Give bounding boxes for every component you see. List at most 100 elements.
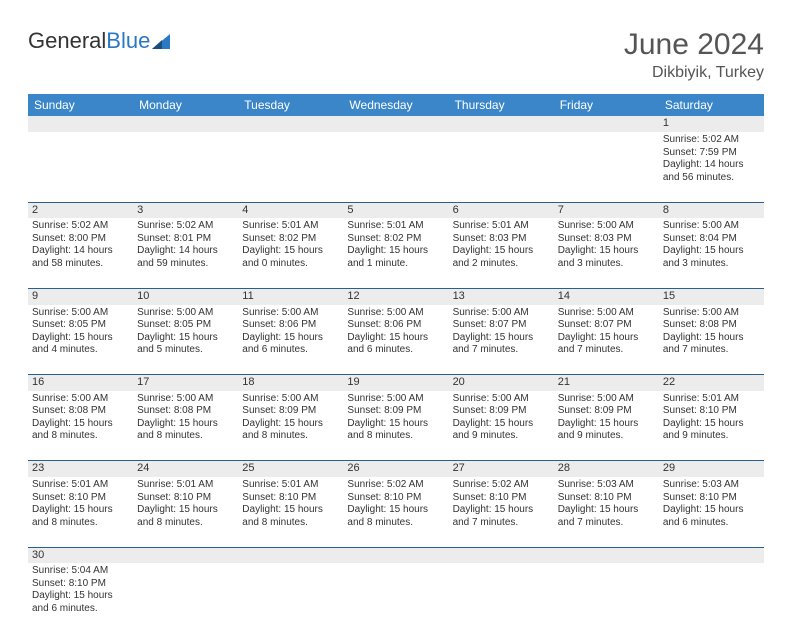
day-number-cell: 9: [28, 288, 133, 304]
sunset-text: Sunset: 8:03 PM: [453, 233, 550, 246]
sunset-text: Sunset: 8:08 PM: [32, 405, 129, 418]
daylight-text: Daylight: 15 hours and 8 minutes.: [242, 504, 339, 529]
day-detail-cell: Sunrise: 5:00 AMSunset: 8:03 PMDaylight:…: [554, 218, 659, 288]
sunrise-text: Sunrise: 5:04 AM: [32, 565, 129, 578]
weekday-header: Wednesday: [343, 94, 448, 116]
sunset-text: Sunset: 8:10 PM: [663, 405, 760, 418]
day-detail-cell: [449, 563, 554, 633]
daylight-text: Daylight: 15 hours and 2 minutes.: [453, 245, 550, 270]
daylight-text: Daylight: 15 hours and 7 minutes.: [453, 332, 550, 357]
sunrise-text: Sunrise: 5:01 AM: [242, 220, 339, 233]
day-detail-cell: Sunrise: 5:02 AMSunset: 7:59 PMDaylight:…: [659, 132, 764, 202]
day-detail-cell: Sunrise: 5:01 AMSunset: 8:10 PMDaylight:…: [659, 391, 764, 461]
sunrise-text: Sunrise: 5:00 AM: [347, 307, 444, 320]
day-detail-cell: [554, 132, 659, 202]
sunrise-text: Sunrise: 5:02 AM: [32, 220, 129, 233]
weekday-header: Friday: [554, 94, 659, 116]
day-number-cell: [343, 116, 448, 132]
day-number-cell: [554, 116, 659, 132]
sunrise-text: Sunrise: 5:00 AM: [32, 393, 129, 406]
day-number-cell: [238, 116, 343, 132]
daylight-text: Daylight: 15 hours and 6 minutes.: [663, 504, 760, 529]
daylight-text: Daylight: 15 hours and 1 minute.: [347, 245, 444, 270]
weekday-header: Tuesday: [238, 94, 343, 116]
day-detail-cell: Sunrise: 5:02 AMSunset: 8:10 PMDaylight:…: [449, 477, 554, 547]
day-number-cell: [238, 547, 343, 563]
day-number-cell: 11: [238, 288, 343, 304]
day-number-cell: 10: [133, 288, 238, 304]
day-number-cell: 4: [238, 202, 343, 218]
sunset-text: Sunset: 8:09 PM: [558, 405, 655, 418]
day-number-cell: 21: [554, 375, 659, 391]
sunrise-text: Sunrise: 5:00 AM: [558, 220, 655, 233]
day-detail-cell: [133, 563, 238, 633]
day-detail-cell: Sunrise: 5:00 AMSunset: 8:08 PMDaylight:…: [659, 305, 764, 375]
sunrise-text: Sunrise: 5:01 AM: [663, 393, 760, 406]
day-number-cell: 20: [449, 375, 554, 391]
day-detail-cell: Sunrise: 5:03 AMSunset: 8:10 PMDaylight:…: [659, 477, 764, 547]
daylight-text: Daylight: 15 hours and 8 minutes.: [137, 418, 234, 443]
daylight-text: Daylight: 15 hours and 4 minutes.: [32, 332, 129, 357]
sunrise-text: Sunrise: 5:02 AM: [663, 134, 760, 147]
day-number-cell: 30: [28, 547, 133, 563]
day-detail-cell: Sunrise: 5:00 AMSunset: 8:07 PMDaylight:…: [449, 305, 554, 375]
day-number-cell: 29: [659, 461, 764, 477]
location: Dikbiyik, Turkey: [624, 64, 764, 82]
day-number-cell: 27: [449, 461, 554, 477]
day-detail-cell: Sunrise: 5:00 AMSunset: 8:09 PMDaylight:…: [449, 391, 554, 461]
sunset-text: Sunset: 8:09 PM: [242, 405, 339, 418]
sunset-text: Sunset: 8:07 PM: [453, 319, 550, 332]
day-detail-cell: Sunrise: 5:01 AMSunset: 8:03 PMDaylight:…: [449, 218, 554, 288]
day-number-cell: [133, 547, 238, 563]
sunset-text: Sunset: 8:09 PM: [453, 405, 550, 418]
day-detail-cell: [449, 132, 554, 202]
day-number-cell: 14: [554, 288, 659, 304]
sunset-text: Sunset: 8:06 PM: [347, 319, 444, 332]
sunset-text: Sunset: 8:08 PM: [137, 405, 234, 418]
daylight-text: Daylight: 15 hours and 7 minutes.: [558, 504, 655, 529]
weekday-header: Sunday: [28, 94, 133, 116]
daylight-text: Daylight: 15 hours and 6 minutes.: [242, 332, 339, 357]
sunrise-text: Sunrise: 5:00 AM: [242, 307, 339, 320]
day-number-cell: 2: [28, 202, 133, 218]
daylight-text: Daylight: 15 hours and 3 minutes.: [558, 245, 655, 270]
daylight-text: Daylight: 14 hours and 58 minutes.: [32, 245, 129, 270]
sunset-text: Sunset: 8:10 PM: [137, 492, 234, 505]
weekday-header-row: Sunday Monday Tuesday Wednesday Thursday…: [28, 94, 764, 116]
logo-text-2: Blue: [106, 28, 150, 54]
day-detail-cell: Sunrise: 5:00 AMSunset: 8:05 PMDaylight:…: [133, 305, 238, 375]
day-detail-cell: Sunrise: 5:02 AMSunset: 8:01 PMDaylight:…: [133, 218, 238, 288]
day-number-cell: [554, 547, 659, 563]
sunrise-text: Sunrise: 5:00 AM: [558, 393, 655, 406]
day-detail-cell: [28, 132, 133, 202]
day-number-cell: 25: [238, 461, 343, 477]
sunrise-text: Sunrise: 5:00 AM: [137, 307, 234, 320]
sunrise-text: Sunrise: 5:01 AM: [347, 220, 444, 233]
sunrise-text: Sunrise: 5:01 AM: [137, 479, 234, 492]
sunset-text: Sunset: 8:06 PM: [242, 319, 339, 332]
day-number-cell: [449, 547, 554, 563]
day-detail-cell: Sunrise: 5:00 AMSunset: 8:06 PMDaylight:…: [343, 305, 448, 375]
sunrise-text: Sunrise: 5:00 AM: [137, 393, 234, 406]
sunset-text: Sunset: 8:10 PM: [32, 578, 129, 591]
daylight-text: Daylight: 15 hours and 6 minutes.: [347, 332, 444, 357]
sunrise-text: Sunrise: 5:00 AM: [347, 393, 444, 406]
daylight-text: Daylight: 14 hours and 56 minutes.: [663, 159, 760, 184]
daylight-text: Daylight: 15 hours and 7 minutes.: [558, 332, 655, 357]
day-detail-cell: [343, 132, 448, 202]
sunrise-text: Sunrise: 5:01 AM: [32, 479, 129, 492]
day-number-row: 23242526272829: [28, 461, 764, 477]
sunset-text: Sunset: 8:05 PM: [137, 319, 234, 332]
sunset-text: Sunset: 8:04 PM: [663, 233, 760, 246]
logo-sail-icon: [152, 32, 174, 50]
day-number-cell: 5: [343, 202, 448, 218]
logo: GeneralBlue: [28, 28, 174, 54]
sunset-text: Sunset: 8:01 PM: [137, 233, 234, 246]
daylight-text: Daylight: 15 hours and 7 minutes.: [453, 504, 550, 529]
month-title: June 2024: [624, 28, 764, 62]
sunset-text: Sunset: 8:02 PM: [347, 233, 444, 246]
day-detail-cell: Sunrise: 5:00 AMSunset: 8:06 PMDaylight:…: [238, 305, 343, 375]
day-number-cell: 3: [133, 202, 238, 218]
day-number-cell: [659, 547, 764, 563]
day-number-row: 2345678: [28, 202, 764, 218]
